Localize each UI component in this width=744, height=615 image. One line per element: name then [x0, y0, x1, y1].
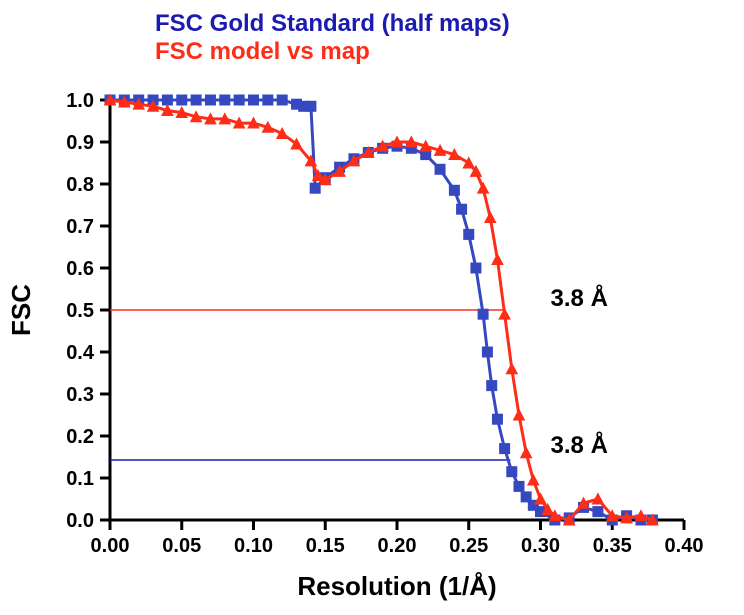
x-tick-label: 0.25 [449, 535, 488, 557]
y-tick-label: 0.0 [66, 510, 94, 532]
x-tick-label: 0.05 [162, 535, 201, 557]
marker-square-icon [162, 95, 172, 105]
marker-square-icon [514, 481, 524, 491]
legend-item-model-vs-map: FSC model vs map [155, 38, 510, 66]
marker-square-icon [263, 95, 273, 105]
marker-triangle-icon [521, 447, 532, 457]
marker-square-icon [487, 381, 497, 391]
y-tick-label: 0.6 [66, 258, 94, 280]
marker-triangle-icon [528, 475, 539, 485]
x-tick-label: 0.35 [593, 535, 632, 557]
y-axis-title: FSC [6, 284, 36, 336]
marker-square-icon [205, 95, 215, 105]
marker-square-icon [482, 347, 492, 357]
marker-square-icon [492, 414, 502, 424]
x-axis-title: Resolution (1/Å) [297, 571, 496, 601]
y-tick-label: 0.7 [66, 216, 94, 238]
y-tick-label: 1.0 [66, 90, 94, 112]
resolution-0p143: 3.8 Å [551, 431, 608, 459]
marker-square-icon [277, 95, 287, 105]
marker-square-icon [306, 101, 316, 111]
x-tick-label: 0.10 [234, 535, 273, 557]
legend-item-gold-standard: FSC Gold Standard (half maps) [155, 10, 510, 38]
marker-triangle-icon [492, 254, 503, 264]
marker-triangle-icon [513, 410, 524, 420]
x-tick-label: 0.00 [91, 535, 130, 557]
marker-triangle-icon [485, 212, 496, 222]
marker-square-icon [478, 309, 488, 319]
marker-triangle-icon [535, 494, 546, 504]
marker-square-icon [191, 95, 201, 105]
legend: FSC Gold Standard (half maps) FSC model … [155, 10, 510, 66]
legend-label-gold-standard: FSC Gold Standard (half maps) [155, 10, 510, 37]
fsc-plot: 0.00 0.05 0.10 0.15 0.20 0.25 0.30 0.35 0.40 0.0 0… [0, 0, 744, 615]
x-tick-label: 0.30 [521, 535, 560, 557]
marker-square-icon [500, 444, 510, 454]
marker-square-icon [449, 185, 459, 195]
resolution-0p5: 3.8 Å [551, 284, 608, 312]
marker-square-icon [457, 204, 467, 214]
marker-square-icon [435, 164, 445, 174]
x-tick-label: 0.40 [665, 535, 704, 557]
marker-triangle-icon [506, 363, 517, 373]
y-tick-label: 0.9 [66, 132, 94, 154]
y-tick-label: 0.4 [66, 342, 95, 364]
marker-square-icon [234, 95, 244, 105]
y-tick-label: 0.3 [66, 384, 94, 406]
x-tick-label: 0.15 [306, 535, 345, 557]
y-tick-label: 0.1 [66, 468, 94, 490]
chart-container: FSC Gold Standard (half maps) FSC model … [0, 0, 744, 615]
marker-square-icon [464, 229, 474, 239]
marker-square-icon [593, 507, 603, 517]
y-tick-label: 0.2 [66, 426, 94, 448]
marker-square-icon [249, 95, 259, 105]
marker-square-icon [220, 95, 230, 105]
marker-square-icon [177, 95, 187, 105]
marker-triangle-icon [478, 183, 489, 193]
marker-square-icon [507, 467, 517, 477]
y-tick-label: 0.8 [66, 174, 94, 196]
x-tick-label: 0.20 [378, 535, 417, 557]
marker-square-icon [310, 183, 320, 193]
marker-square-icon [471, 263, 481, 273]
y-tick-label: 0.5 [66, 300, 94, 322]
legend-label-model-vs-map: FSC model vs map [155, 38, 370, 65]
